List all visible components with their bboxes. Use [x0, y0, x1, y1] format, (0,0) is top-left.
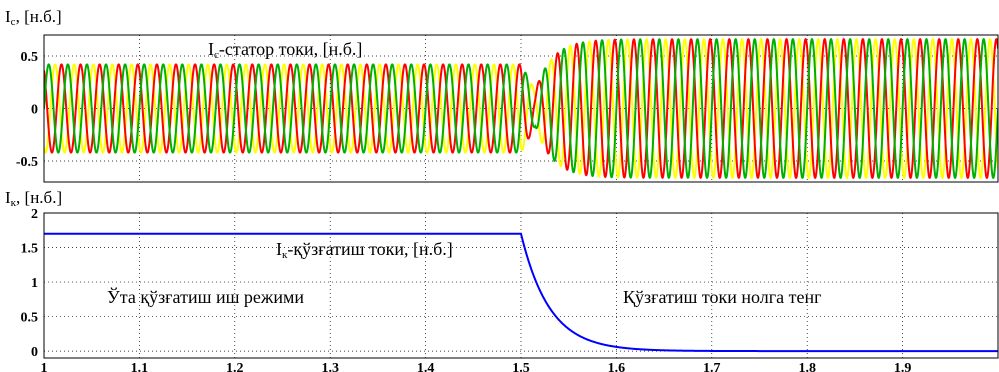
stator-phase-line — [44, 38, 998, 179]
x-tick-label: 1.6 — [608, 361, 626, 372]
stator-ylabel: Iс, [н.б.] — [5, 7, 62, 28]
excitation-ylabel: Iк, [н.б.] — [5, 188, 62, 209]
excitation-y-tick-label: 0.5 — [21, 311, 39, 326]
excitation-current-chart: Iк, [н.б.] 0 0.5 1 1.5 2 1 1.1 1.2 1.3 1.4 1.5 1.6… — [5, 188, 999, 372]
stator-y-tick-label: -0.5 — [16, 155, 38, 170]
excitation-y-tick-label: 1.5 — [21, 242, 39, 257]
x-tick-label: 1.1 — [131, 361, 149, 372]
x-tick-label: 1.3 — [321, 361, 339, 372]
excitation-y-tick-label: 1 — [31, 276, 38, 291]
stator-current-chart: Iс, [н.б.] -0.5 0 0.5 Iс-статор токи, [н.б… — [5, 7, 999, 183]
excitation-y-tick-label: 0 — [31, 345, 38, 360]
excitation-y-tick-label: 2 — [31, 207, 38, 222]
x-tick-label: 1.9 — [894, 361, 912, 372]
x-tick-label: 1.7 — [703, 361, 721, 372]
x-tick-label: 1.2 — [226, 361, 244, 372]
x-tick-label: 1.5 — [512, 361, 530, 372]
stator-y-tick-label: 0.5 — [21, 50, 39, 65]
stator-annotation: Iс-статор токи, [н.б.] — [208, 39, 362, 61]
stator-phase-line — [44, 38, 998, 179]
excitation-series-group — [44, 232, 998, 353]
stator-y-tick-labels: -0.5 0 0.5 — [16, 50, 38, 170]
stator-phase-line — [44, 38, 998, 179]
zero-excitation-label: Қўзғатиш токи нолга тенг — [623, 287, 822, 307]
overexcitation-mode-label: Ўта қўзғатиш иш режими — [107, 286, 304, 307]
stator-plot-frame — [43, 34, 999, 183]
stator-y-tick-label: 0 — [31, 103, 38, 118]
x-tick-label: 1 — [41, 361, 48, 372]
x-tick-label: 1.8 — [798, 361, 816, 372]
excitation-annotation: Iк-қўзғатиш токи, [н.б.] — [276, 239, 453, 261]
x-tick-labels: 1 1.1 1.2 1.3 1.4 1.5 1.6 1.7 1.8 1.9 — [41, 361, 912, 372]
excitation-y-tick-labels: 0 0.5 1 1.5 2 — [21, 207, 39, 360]
excitation-current-line — [44, 232, 998, 353]
x-tick-label: 1.4 — [417, 361, 435, 372]
excitation-plot-frame — [43, 212, 999, 359]
stator-series-group — [44, 38, 998, 179]
